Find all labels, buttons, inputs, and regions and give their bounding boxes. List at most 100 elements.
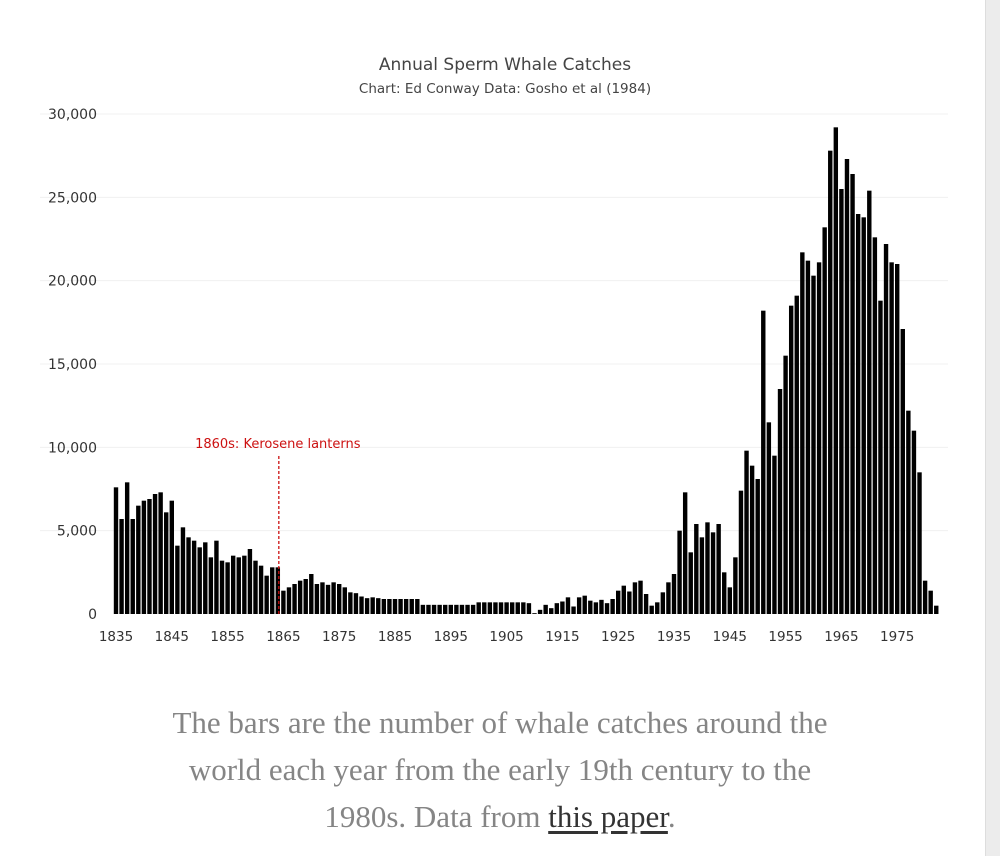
- bar: [208, 557, 214, 614]
- bar: [504, 602, 509, 614]
- bar: [465, 604, 470, 614]
- bar: [699, 537, 705, 614]
- bar: [532, 613, 537, 614]
- paper-link[interactable]: this paper: [548, 799, 668, 834]
- bar: [805, 260, 811, 614]
- x-tick-label: 1955: [768, 629, 802, 645]
- bar: [610, 599, 615, 614]
- x-tick-label: 1925: [601, 629, 635, 645]
- bar: [124, 482, 130, 614]
- x-tick-label: 1905: [489, 629, 523, 645]
- bar: [515, 602, 520, 614]
- y-tick-label: 10,000: [48, 440, 97, 456]
- bar: [186, 537, 191, 614]
- bar: [766, 422, 772, 614]
- bar: [565, 597, 571, 614]
- bar: [409, 599, 414, 614]
- bar: [420, 604, 426, 614]
- bar: [242, 555, 247, 614]
- bar: [833, 127, 839, 614]
- bar: [292, 584, 297, 614]
- y-tick-label: 20,000: [48, 274, 97, 290]
- bar: [922, 580, 928, 614]
- x-tick-label: 1875: [322, 629, 356, 645]
- bar: [119, 519, 124, 614]
- y-tick-label: 15,000: [48, 357, 97, 373]
- bar: [443, 604, 448, 614]
- bar: [476, 602, 481, 614]
- bar: [236, 557, 241, 614]
- bar: [816, 262, 822, 614]
- bar: [576, 597, 582, 614]
- x-tick-label: 1855: [210, 629, 244, 645]
- bar: [694, 524, 699, 614]
- bar: [906, 410, 911, 614]
- bar: [627, 591, 632, 614]
- bar: [297, 580, 303, 614]
- bar: [526, 603, 532, 614]
- bar: [253, 560, 258, 614]
- bar: [387, 599, 392, 614]
- bar: [281, 590, 286, 614]
- bar: [141, 500, 147, 614]
- bar: [370, 597, 375, 614]
- x-tick-label: 1975: [880, 629, 914, 645]
- bar: [928, 590, 933, 614]
- bar: [761, 310, 766, 614]
- bar: [498, 602, 504, 614]
- bar: [772, 455, 777, 614]
- bar: [398, 599, 403, 614]
- bar: [381, 599, 387, 614]
- y-tick-label: 25,000: [48, 190, 97, 206]
- bar: [175, 545, 180, 614]
- x-tick-label: 1885: [378, 629, 412, 645]
- bar: [113, 487, 119, 614]
- bar: [571, 606, 576, 614]
- bar: [867, 190, 872, 614]
- bar: [638, 580, 643, 614]
- bar: [682, 492, 688, 614]
- bar: [314, 584, 320, 614]
- bar: [621, 585, 626, 614]
- bar: [320, 582, 325, 614]
- bar: [147, 499, 152, 614]
- bar: [660, 592, 666, 614]
- bar: [643, 594, 649, 614]
- bar: [348, 592, 353, 614]
- bar: [286, 587, 292, 614]
- chart-subtitle: Chart: Ed Conway Data: Gosho et al (1984…: [359, 81, 651, 97]
- bar: [722, 572, 727, 614]
- bar: [900, 329, 905, 614]
- x-tick-label: 1865: [266, 629, 300, 645]
- bar: [303, 579, 308, 614]
- x-tick-label: 1965: [824, 629, 858, 645]
- bar: [152, 494, 158, 614]
- bar: [164, 512, 169, 614]
- bar: [376, 598, 381, 614]
- bar: [403, 599, 409, 614]
- bar: [738, 490, 744, 614]
- bar: [811, 275, 816, 614]
- bar: [632, 582, 638, 614]
- bar: [688, 552, 693, 614]
- bar: [521, 602, 526, 614]
- bar: [470, 604, 476, 614]
- bar: [454, 604, 459, 614]
- bar: [883, 244, 889, 614]
- chart-caption: The bars are the number of whale catches…: [160, 699, 840, 840]
- bar: [604, 603, 610, 614]
- bar: [822, 227, 827, 615]
- bar: [331, 582, 336, 614]
- bar: [392, 599, 398, 614]
- page-edge: [985, 0, 1000, 856]
- bar: [136, 505, 141, 614]
- bar: [895, 264, 900, 614]
- bar: [733, 557, 738, 614]
- bar: [549, 608, 554, 614]
- bar: [169, 500, 174, 614]
- bar: [309, 574, 314, 614]
- bar: [855, 214, 861, 614]
- bar: [230, 555, 236, 614]
- bar: [599, 599, 604, 614]
